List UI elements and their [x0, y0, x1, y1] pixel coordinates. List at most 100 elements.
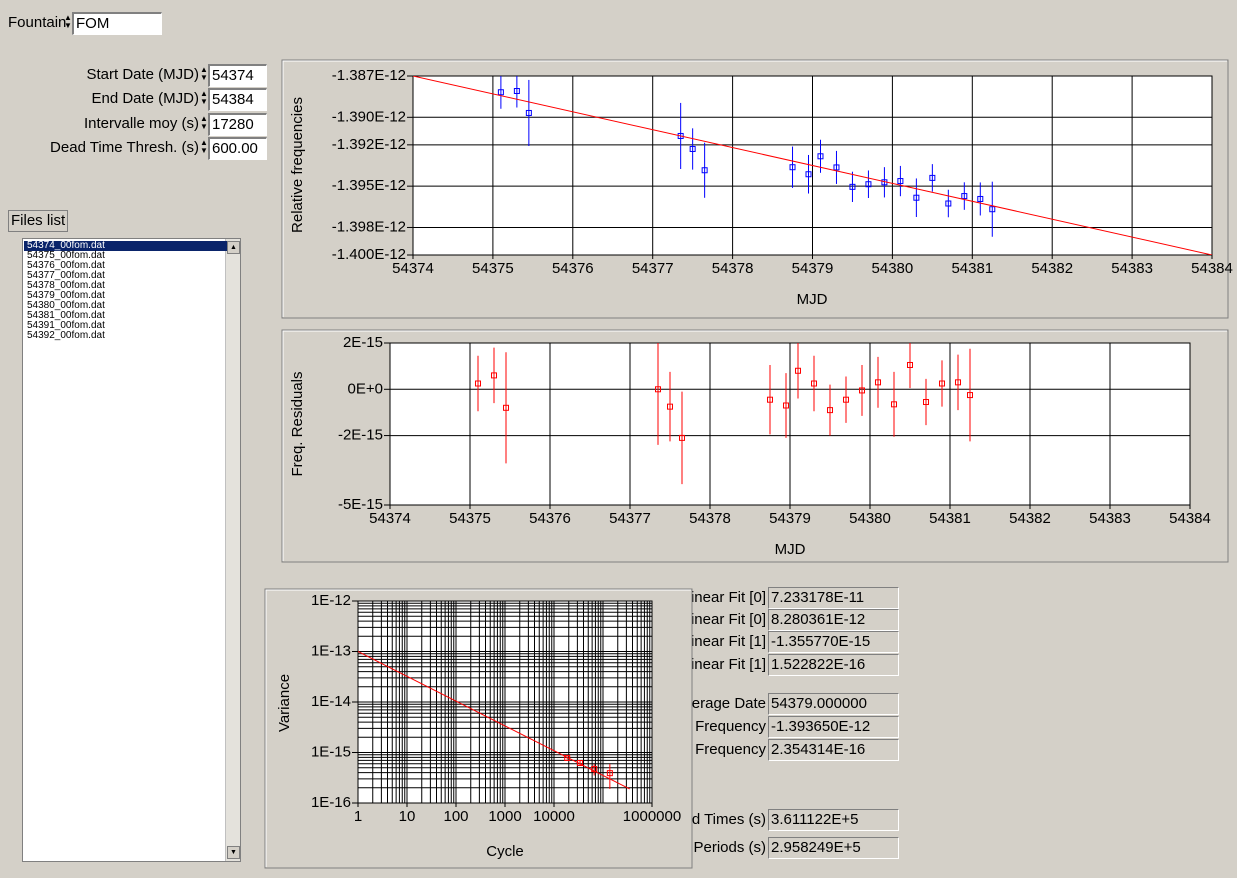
x-tick-label: 54384 [1169, 510, 1211, 527]
file-item[interactable]: 54374_00fom.dat [24, 241, 227, 251]
data-point [897, 178, 904, 185]
data-point [967, 392, 973, 399]
data-point [689, 145, 696, 152]
x-axis-title: MJD [775, 541, 806, 558]
spinner[interactable]: ▲ ▼ [200, 89, 208, 106]
y-tick-label: -2E-15 [338, 427, 383, 444]
data-point [945, 200, 952, 207]
series [475, 343, 973, 485]
indicator-value: -1.355770E-15 [768, 631, 899, 653]
spinner[interactable]: ▲ ▼ [200, 114, 208, 131]
x-tick-label: 54380 [849, 510, 891, 527]
field-label: Start Date (MJD) [86, 66, 199, 83]
x-tick-label: 54374 [369, 510, 411, 527]
x-tick-label: 54384 [1191, 260, 1233, 277]
data-point [767, 396, 773, 403]
file-item[interactable]: 54379_00fom.dat [27, 290, 105, 301]
data-point [989, 206, 996, 213]
y-tick-label: 1E-16 [311, 794, 351, 811]
y-axis-title: Relative frequencies [289, 97, 306, 233]
y-tick-label: -1.390E-12 [332, 108, 406, 125]
scrollbar[interactable]: ▲ ▼ [225, 239, 240, 861]
x-tick-label: 54378 [689, 510, 731, 527]
x-tick-label: 54376 [529, 510, 571, 527]
indicator-value: 3.611122E+5 [768, 809, 899, 831]
data-point [591, 766, 598, 773]
series [358, 651, 630, 790]
spinner[interactable]: ▲ ▼ [200, 65, 208, 82]
data-point [859, 387, 865, 394]
data-point [564, 754, 571, 761]
spinner[interactable]: ▲ ▼ [64, 13, 72, 30]
x-axis-title: MJD [797, 291, 828, 308]
indicator-value: 1.522822E-16 [768, 654, 899, 676]
x-tick-label: 54375 [472, 260, 514, 277]
scroll-down[interactable]: ▼ [227, 846, 240, 859]
field-label: Dead Time Thresh. (s) [50, 139, 199, 156]
field-input[interactable]: 54384 [208, 88, 267, 111]
y-tick-label: -1.387E-12 [332, 67, 406, 84]
y-tick-label: -1.400E-12 [332, 246, 406, 263]
field-input[interactable]: 54374 [208, 64, 267, 87]
data-point [827, 407, 833, 414]
fit-line [413, 76, 1212, 255]
x-tick-label: 54383 [1111, 260, 1153, 277]
file-item[interactable]: 54376_00fom.dat [27, 260, 105, 271]
file-item[interactable]: 54377_00fom.dat [27, 270, 105, 281]
data-point [606, 770, 613, 777]
file-item[interactable]: 54375_00fom.dat [27, 250, 105, 261]
y-tick-label: -1.395E-12 [332, 177, 406, 194]
data-point [811, 380, 817, 387]
x-tick-label: 54378 [712, 260, 754, 277]
file-item[interactable]: 54380_00fom.dat [27, 300, 105, 311]
x-tick-label: 54383 [1089, 510, 1131, 527]
field-input[interactable]: 17280 [208, 113, 267, 136]
data-point [679, 434, 685, 441]
data-point [955, 379, 961, 386]
x-tick-label: 10000 [533, 808, 575, 825]
x-tick-label: 1000 [488, 808, 521, 825]
data-point [655, 386, 661, 393]
field-label: Intervalle moy (s) [83, 115, 199, 132]
data-point [677, 132, 684, 139]
data-point [907, 361, 913, 368]
data-point [783, 402, 789, 409]
spinner[interactable]: ▲ ▼ [200, 138, 208, 155]
file-item[interactable]: 54381_00fom.dat [27, 310, 105, 321]
indicator-value: 8.280361E-12 [768, 609, 899, 631]
x-tick-label: 54375 [449, 510, 491, 527]
file-item[interactable]: 54392_00fom.dat [27, 330, 105, 341]
indicator-value: 54379.000000 [768, 693, 899, 715]
indicator-value: 2.354314E-16 [768, 739, 899, 761]
data-point [891, 401, 897, 408]
field-input[interactable]: 600.00 [208, 137, 267, 160]
x-tick-label: 100 [443, 808, 468, 825]
fountain-input[interactable]: FOM [72, 12, 162, 35]
files-list[interactable]: ▲ ▼ 54374_00fom.dat 54375_00fom.dat 54376_… [22, 238, 241, 862]
indicator-value: 2.958249E+5 [768, 837, 899, 859]
data-point [513, 88, 520, 95]
x-tick-label: 1 [354, 808, 362, 825]
data-point [667, 403, 673, 410]
scroll-up[interactable]: ▲ [227, 241, 240, 254]
file-item[interactable]: 54378_00fom.dat [27, 280, 105, 291]
data-point [475, 380, 481, 387]
y-axis-title: Variance [276, 674, 293, 732]
data-point [789, 164, 796, 171]
file-item[interactable]: 54391_00fom.dat [27, 320, 105, 331]
x-tick-label: 54382 [1009, 510, 1051, 527]
x-tick-label: 54381 [929, 510, 971, 527]
field-label: End Date (MJD) [91, 90, 199, 107]
fountain-label: Fountain [8, 14, 67, 31]
data-point [875, 379, 881, 386]
y-tick-label: 1E-12 [311, 592, 351, 609]
indicator-value: 7.233178E-11 [768, 587, 899, 609]
y-tick-label: 0E+0 [348, 380, 383, 397]
data-point [923, 399, 929, 406]
files-list-title: Files list [8, 210, 69, 232]
data-point [525, 109, 532, 116]
x-tick-label: 1000000 [623, 808, 681, 825]
